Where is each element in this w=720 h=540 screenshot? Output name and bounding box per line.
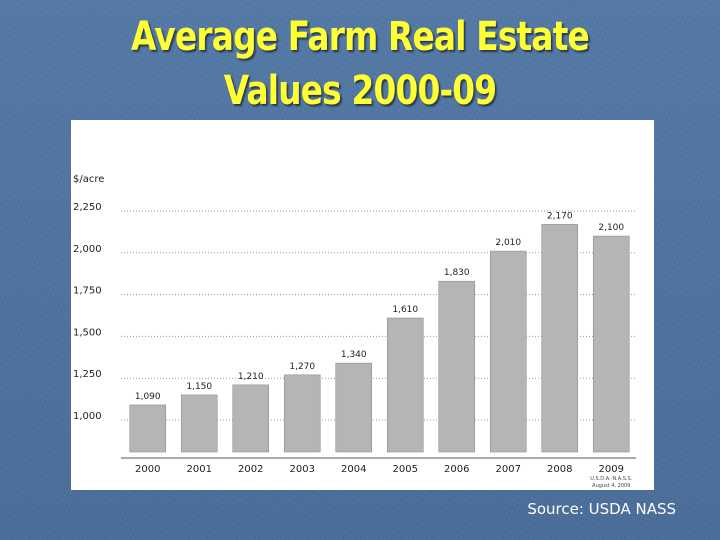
bar-chart: $/acre 1,000 1,250 1,500 1,750 2,000 2,250 1,09…: [73, 174, 636, 489]
bar: [489, 250, 527, 453]
chart-panel: $/acre 1,000 1,250 1,500 1,750 2,000 2,250 1,09…: [71, 120, 654, 490]
x-tick-label: 2006: [444, 464, 469, 475]
bar: [283, 374, 321, 453]
bar-value-label: 1,270: [289, 362, 315, 372]
y-tick-label: 2,250: [73, 202, 102, 213]
chart-annotation-line-1: U.S.D.A.-N.A.S.S.: [590, 476, 632, 482]
bar-value-label: 1,210: [238, 372, 264, 382]
x-tick-label: 2001: [187, 464, 212, 475]
bar-value-label: 1,340: [341, 350, 367, 360]
x-tick-label: 2000: [135, 464, 160, 475]
bar: [438, 280, 476, 453]
y-tick-label: 1,250: [73, 369, 102, 380]
bar: [180, 394, 218, 453]
chart-annotation-line-2: August 4, 2009: [592, 483, 630, 489]
bar: [592, 235, 630, 453]
bar-value-label: 2,010: [495, 238, 521, 248]
y-tick-label: 1,750: [73, 286, 102, 297]
bar-value-label: 1,090: [135, 392, 161, 402]
x-tick-label: 2003: [290, 464, 315, 475]
bar-value-label: 1,610: [392, 305, 418, 315]
slide-title: Average Farm Real Estate Values 2000-09: [65, 10, 655, 118]
bar: [335, 362, 373, 453]
bar: [541, 224, 579, 453]
y-axis-label: $/acre: [73, 174, 104, 185]
x-tick-label: 2004: [341, 464, 366, 475]
y-tick-label: 1,000: [73, 411, 102, 422]
bar: [129, 404, 167, 453]
bar-value-label: 2,100: [598, 223, 624, 233]
x-tick-label: 2002: [238, 464, 263, 475]
x-tick-label: 2008: [547, 464, 572, 475]
title-line-2: Values 2000-09: [223, 68, 497, 114]
bar-value-label: 2,170: [547, 211, 573, 221]
x-tick-label: 2007: [496, 464, 521, 475]
source-note: Source: USDA NASS: [527, 500, 676, 518]
bar: [386, 317, 424, 453]
title-line-1: Average Farm Real Estate: [131, 14, 590, 60]
y-tick-label: 2,000: [73, 244, 102, 255]
y-tick-label: 1,500: [73, 327, 102, 338]
bar: [232, 384, 270, 453]
bar-value-label: 1,150: [186, 382, 212, 392]
bar-value-label: 1,830: [444, 268, 470, 278]
x-tick-label: 2005: [393, 464, 418, 475]
x-tick-label: 2009: [599, 464, 624, 475]
